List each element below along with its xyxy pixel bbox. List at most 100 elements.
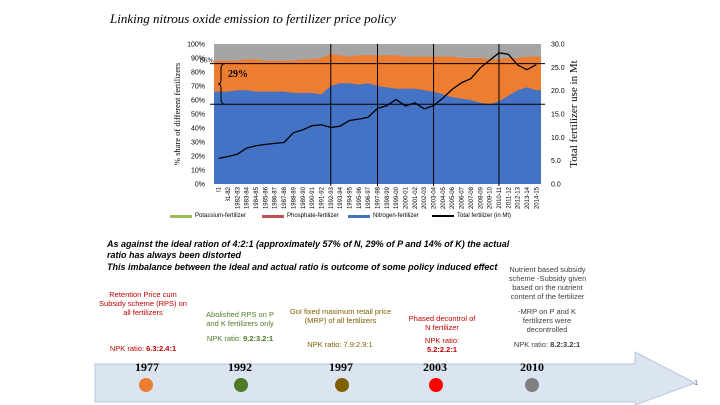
x-tick-label: 1992-93 (329, 186, 335, 209)
timeline-npk-1997: NPK ratio: 7.9:2.9:1 (295, 340, 385, 349)
npk-value-2003: 5.2:2.2:1 (426, 345, 458, 354)
x-tick-label: 1990-91 (310, 186, 316, 209)
x-tick-label: 2009-10 (488, 186, 494, 209)
statement-ideal-ratio: As against the ideal ration of 4:2:1 (ap… (107, 239, 510, 260)
x-tick-label: 1995-96 (357, 186, 363, 209)
left-tick-label: 80% (191, 70, 205, 77)
bracket (217, 63, 226, 105)
npk-prefix-1977: NPK ratio: (109, 344, 147, 353)
x-tick-label: 1993-94 (338, 186, 344, 209)
x-tick-label: 2007-08 (469, 186, 475, 209)
right-tick-label: 0.0 (551, 182, 561, 189)
timeline-npk-2010: NPK ratio: 8.2:3.2:1 (502, 340, 592, 349)
right-tick-label: 15.0 (551, 112, 565, 119)
annotation-29: 29% (228, 69, 248, 80)
timeline-desc-1997: GoI fixed maximum retail price (MRP) of … (289, 307, 392, 325)
x-tick-label: 2003-04 (432, 186, 438, 209)
left-tick-label: 40% (191, 126, 205, 133)
right-tick-label: 30.0 (551, 42, 565, 49)
left-axis-title: % share of different fertilizers (172, 63, 182, 165)
npk-value-1997: 7.9:2.9:1 (343, 340, 373, 349)
timeline-desc-2010: Nutrient based subsidy scheme -Subsidy g… (508, 265, 587, 301)
timeline-npk-2003: NPK ratio: 5.2:2.2:1 (397, 336, 487, 354)
x-tick-label: 2004-05 (441, 186, 447, 209)
x-tick-label: 1986-87 (273, 186, 279, 209)
npk-prefix-2010: NPK ratio: (513, 340, 551, 349)
annotation-86: 86% (200, 56, 214, 65)
x-tick-label: 1982-83 (235, 186, 241, 209)
timeline-dot-1997 (335, 378, 349, 392)
x-tick-label: 2008-09 (478, 186, 484, 209)
timeline-year-1992: 1992 (228, 360, 252, 374)
timeline-desc2-2010: -MRP on P and K fertilizers were decontr… (517, 307, 577, 334)
timeline-year-2010: 2010 (520, 360, 544, 374)
right-tick-label: 20.0 (551, 88, 565, 95)
left-tick-label: 70% (191, 84, 205, 91)
left-tick-label: 60% (191, 98, 205, 105)
timeline-desc-1992: Abolished RPS on P and K fertilizers onl… (206, 310, 274, 328)
x-tick-label: 2005-06 (450, 186, 456, 209)
x-tick-label: 1996-97 (366, 186, 372, 209)
legend-nitrogen: Nitrogen-fertilizer (348, 213, 419, 219)
x-tick-label: 2000-01 (404, 186, 410, 209)
x-tick-label: 1989-90 (301, 186, 307, 209)
timeline-dot-1992 (234, 378, 248, 392)
x-tick-label: 1991-92 (319, 186, 325, 209)
x-tick-label: 2001-02 (413, 186, 419, 209)
timeline-dot-1977 (139, 378, 153, 392)
x-tick-label: 1994-95 (347, 186, 353, 209)
timeline-year-1997: 1997 (329, 360, 353, 374)
x-tick-label: 1985-86 (263, 186, 269, 209)
timeline-desc-1977: Retention Price cum Subsidy scheme (RPS)… (99, 290, 187, 317)
legend-label-total: Total fertilizer (in Mt) (457, 213, 512, 219)
timeline-dot-2010 (525, 378, 539, 392)
x-tick-label: 2002-03 (422, 186, 428, 209)
statement-imbalance: This imbalance between the ideal and act… (107, 262, 498, 272)
legend-swatch-nitrogen (348, 214, 370, 218)
legend-label-potassium: Potassium-fertilizer (195, 213, 247, 219)
x-tick-label: 2014-15 (534, 186, 540, 209)
right-tick-label: 5.0 (551, 158, 561, 165)
legend-potassium: Potassium-fertilizer (170, 213, 246, 219)
left-tick-label: 10% (191, 168, 205, 175)
x-tick-label: 1980-81 (217, 186, 223, 209)
right-tick-label: 10.0 (551, 135, 565, 142)
left-tick-label: 50% (191, 112, 205, 119)
legend-swatch-phosphate (262, 214, 284, 218)
page-number: 1 (694, 380, 698, 387)
timeline-year-1977: 1977 (135, 360, 159, 374)
x-tick-label: 1981-82 (226, 186, 232, 209)
x-tick-label: 1988-89 (291, 186, 297, 209)
npk-prefix-2003: NPK ratio: (424, 336, 460, 345)
timeline-dot-2003 (429, 378, 443, 392)
x-tick-label: 1998-99 (385, 186, 391, 209)
left-tick-label: 100% (187, 42, 205, 49)
left-tick-label: 20% (191, 154, 205, 161)
timeline-npk-1992: NPK ratio: 9.2:3.2:1 (195, 334, 285, 343)
legend-label-phosphate: Phosphate-fertilizer (287, 213, 339, 219)
npk-prefix-1992: NPK ratio: (206, 334, 244, 343)
left-tick-label: 30% (191, 140, 205, 147)
legend-swatch-total (432, 215, 454, 217)
timeline-npk-1977: NPK ratio: 6.3:2.4:1 (98, 344, 188, 353)
legend-label-nitrogen: Nitrogen-fertilizer (373, 213, 419, 219)
x-tick-label: 2013-14 (525, 186, 531, 209)
right-axis-title: Total fertilizer use in Mt (568, 60, 580, 167)
npk-value-2010: 8.2:3.2:1 (550, 340, 581, 349)
slide-title: Linking nitrous oxide emission to fertil… (110, 11, 396, 26)
npk-value-1992: 9.2:3.2:1 (243, 334, 274, 343)
x-tick-label: 1997-98 (376, 186, 382, 209)
timeline-desc-2003: Phased decontrol of N fertilizer (408, 314, 476, 332)
x-tick-label: 2011-12 (506, 186, 512, 208)
legend-total: Total fertilizer (in Mt) (432, 213, 511, 219)
legend-swatch-potassium (170, 214, 192, 218)
x-tick-label: 1999-00 (394, 186, 400, 209)
left-tick-label: 90% (191, 56, 205, 63)
x-tick-label: 1987-88 (282, 186, 288, 209)
legend-phosphate: Phosphate-fertilizer (262, 213, 339, 219)
x-tick-label: 1984-85 (254, 186, 260, 209)
npk-prefix-1997: NPK ratio: (307, 340, 344, 349)
x-tick-label: 1983-84 (245, 186, 251, 209)
